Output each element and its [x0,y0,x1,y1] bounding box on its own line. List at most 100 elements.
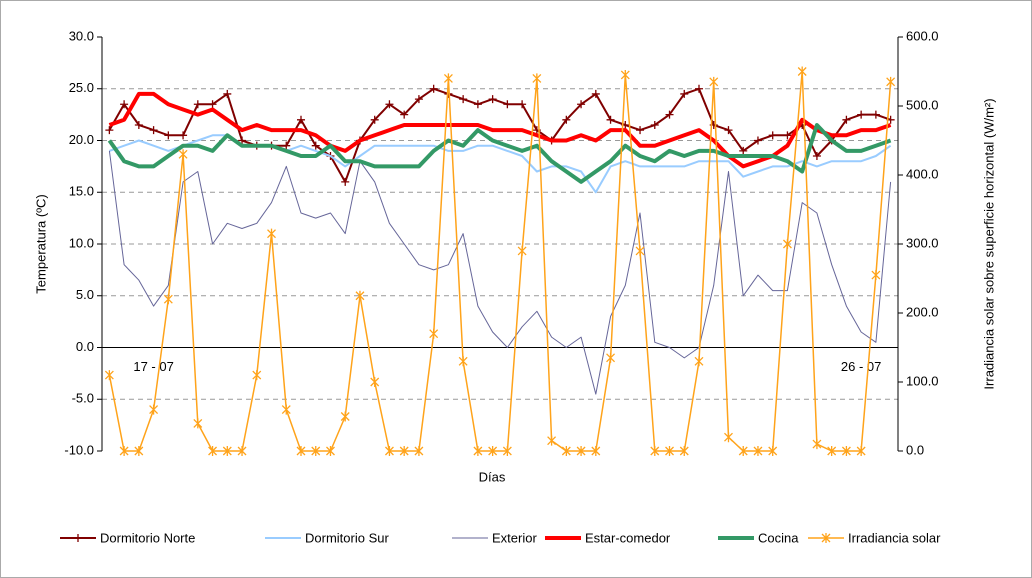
marker [576,446,586,456]
marker [680,89,689,98]
legend-label: Cocina [758,530,799,545]
marker [370,115,379,124]
y2-axis-title: Irradiancia solar sobre superficie horiz… [981,98,996,389]
y-tick-label: 0.0 [76,339,94,354]
marker [797,66,807,77]
series-line [108,91,892,169]
y-tick-label: 15.0 [69,184,94,199]
marker [296,446,306,456]
marker [871,270,881,281]
legend-label: Dormitorio Norte [100,530,195,545]
marker [119,446,129,456]
marker [429,84,438,93]
x-tick-label: 26 - 07 [841,359,881,374]
marker [695,84,703,93]
marker [547,435,557,446]
marker [739,146,748,155]
marker [384,446,394,456]
marker [458,356,468,367]
legend-marker [821,533,831,543]
marker [577,100,586,109]
series-line [108,150,892,395]
marker [665,110,674,119]
marker [724,432,733,443]
marker [473,100,482,109]
marker [488,95,497,104]
x-tick-label: 17 - 07 [133,359,173,374]
series [108,150,892,395]
marker [163,294,173,305]
marker [724,126,733,135]
marker [812,152,821,161]
marker [414,446,424,456]
marker [326,446,335,456]
y2-tick-label: 100.0 [906,373,939,388]
marker [768,446,778,456]
marker [134,446,144,456]
marker [223,89,232,98]
marker [665,446,674,456]
marker [370,377,380,387]
series [104,66,896,456]
marker [208,100,217,109]
marker [591,446,601,456]
marker [502,446,512,456]
marker [606,352,616,363]
marker [753,446,763,456]
marker [768,131,777,140]
marker [488,446,498,456]
marker [208,446,218,456]
marker [193,100,202,109]
marker [238,136,247,145]
marker [222,446,232,456]
marker [282,141,291,150]
y-tick-label: 20.0 [69,132,94,147]
marker [414,95,423,104]
marker [857,110,866,119]
y-axis-title: Temperatura (ºC) [33,194,48,293]
y2-tick-label: 600.0 [906,28,939,43]
marker [340,411,350,422]
legend-label: Dormitorio Sur [305,530,389,545]
marker [311,446,321,456]
marker [827,446,837,456]
marker [562,115,571,124]
y-tick-label: 10.0 [69,235,94,250]
y2-tick-label: 300.0 [906,235,939,250]
marker [679,446,689,456]
y2-tick-label: 400.0 [906,166,939,181]
marker [782,239,792,249]
marker [399,446,409,456]
series-line [108,70,892,452]
marker [620,69,630,80]
marker [561,446,571,456]
marker [267,228,276,239]
marker [164,131,173,140]
legend-label: Exterior [492,530,537,545]
marker [104,370,114,381]
marker [694,356,704,367]
marker [237,446,247,456]
y2-tick-label: 500.0 [906,97,939,112]
y-tick-label: -5.0 [72,391,94,406]
marker [518,100,527,109]
marker [871,110,880,119]
marker [841,446,851,456]
marker [149,404,159,415]
marker [252,370,262,381]
marker [443,73,453,84]
legend-marker-shape [821,533,831,543]
marker [459,95,468,104]
marker [650,446,660,456]
series [108,91,892,169]
marker [783,131,792,140]
marker [429,328,439,339]
marker [532,73,542,84]
marker [297,115,305,124]
marker [120,100,129,109]
series-line [107,123,892,184]
marker [738,446,748,456]
marker [149,126,158,135]
